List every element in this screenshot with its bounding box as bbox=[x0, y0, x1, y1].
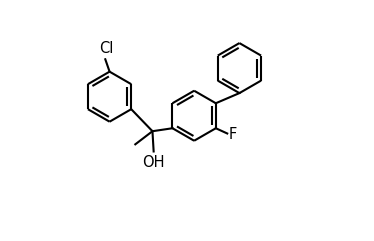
Text: Cl: Cl bbox=[99, 41, 114, 56]
Text: OH: OH bbox=[142, 155, 165, 170]
Text: F: F bbox=[229, 127, 237, 142]
